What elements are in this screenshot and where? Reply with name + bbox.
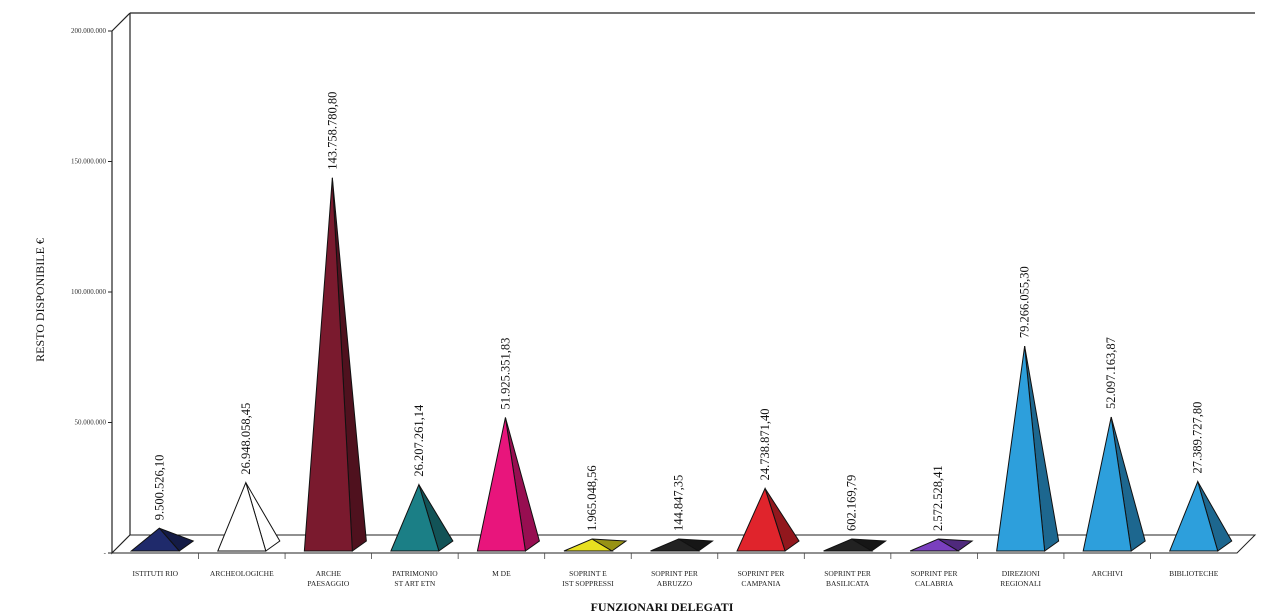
- data-label: 27.389.727,80: [1191, 402, 1205, 474]
- pyramid-bar: 51.925.351,83: [476, 338, 540, 552]
- category-label: ARCHIVI: [1092, 569, 1124, 578]
- category-label: SOPRINT PER CAMPANIA: [738, 569, 785, 588]
- data-label: 143.758.780,80: [325, 92, 339, 170]
- category-label: BIBLIOTECHE: [1169, 569, 1219, 578]
- data-label: 9.500.526,10: [152, 455, 166, 521]
- category-label: ARCHEOLOGICHE: [210, 569, 274, 578]
- category-label: SOPRINT E IST SOPPRESSI: [562, 569, 614, 588]
- data-label: 144.847,35: [672, 475, 686, 531]
- category-label: ISTITUTI RIO: [132, 569, 178, 578]
- left-wall: [111, 12, 131, 555]
- category-label: ARCHE PAESAGGIO: [307, 569, 349, 588]
- pyramid-front-face: [1168, 479, 1219, 552]
- pyramid-front-face: [823, 538, 874, 552]
- pyramid-bar: 144.847,35: [650, 475, 714, 552]
- y-tick-label: 200.000.000: [71, 27, 107, 35]
- x-axis-categories: ISTITUTI RIO ARCHEOLOGICHE ARCHE PAESAGGIO P…: [132, 553, 1219, 588]
- pyramid-bar: 27.389.727,80: [1168, 402, 1233, 552]
- pyramid-front-face: [996, 346, 1046, 552]
- pyramid-front-face: [563, 538, 614, 552]
- pyramid-bar: 1.965.048,56: [563, 465, 628, 552]
- y-tick-label: 100.000.000: [71, 288, 107, 296]
- data-label: 2.572.528,41: [931, 465, 945, 531]
- pyramid-front-face: [476, 417, 527, 552]
- category-label: PATRIMONIO ST ART ETN: [392, 569, 438, 588]
- category-label: M DE: [492, 569, 511, 578]
- data-label: 26.207.261,14: [412, 404, 426, 477]
- data-label: 79.266.055,30: [1018, 266, 1032, 338]
- pyramid-bar: 26.207.261,14: [390, 404, 454, 552]
- pyramid-front-face: [217, 481, 267, 552]
- chart-frame: [110, 12, 1257, 555]
- category-label: SOPRINT PER CALABRIA: [911, 569, 958, 588]
- category-label: DIREZIONI REGIONALI: [1000, 569, 1041, 588]
- chart-marks: 9.500.526,10 26.948.058,45 143.758.780,80 2…: [129, 92, 1233, 552]
- pyramid-front-face: [303, 177, 353, 552]
- data-label: 602.169,79: [845, 475, 859, 531]
- pyramid-bar: 26.948.058,45: [217, 403, 281, 552]
- y-tick-label: 150.000.000: [71, 158, 107, 166]
- y-tick-label: -: [104, 549, 107, 557]
- pyramid-bar: 143.758.780,80: [303, 92, 367, 552]
- pyramid-front-face: [129, 527, 181, 552]
- pyramid-bar: 2.572.528,41: [909, 465, 974, 552]
- back-wall: [129, 12, 1255, 535]
- pyramid-front-face: [909, 538, 960, 552]
- data-label: 26.948.058,45: [239, 403, 253, 475]
- pyramid-front-face: [390, 483, 440, 552]
- pyramid-bar: 602.169,79: [823, 475, 888, 552]
- y-axis-ticks: - 50.000.000 100.000.000 150.000.000 200.000…: [71, 27, 112, 557]
- data-label: 52.097.163,87: [1104, 337, 1118, 409]
- pyramid-bar: 79.266.055,30: [996, 266, 1060, 552]
- pyramid-front-face: [650, 538, 701, 552]
- pyramid-bar: 24.738.871,40: [736, 409, 800, 552]
- data-label: 24.738.871,40: [758, 409, 772, 481]
- y-tick-label: 50.000.000: [75, 419, 107, 427]
- pyramid-front-face: [736, 487, 786, 552]
- category-label: SOPRINT PER ABRUZZO: [651, 569, 698, 588]
- category-label: SOPRINT PER BASILICATA: [824, 569, 871, 588]
- y-axis-title: RESTO DISPONIBILE €: [33, 238, 47, 362]
- x-axis-title: FUNZIONARI DELEGATI: [591, 600, 734, 614]
- pyramid-front-face: [1082, 416, 1132, 552]
- pyramid-bar: 9.500.526,10: [129, 455, 195, 552]
- data-label: 1.965.048,56: [585, 465, 599, 531]
- data-label: 51.925.351,83: [498, 338, 512, 410]
- pyramid-bar: 52.097.163,87: [1082, 337, 1146, 552]
